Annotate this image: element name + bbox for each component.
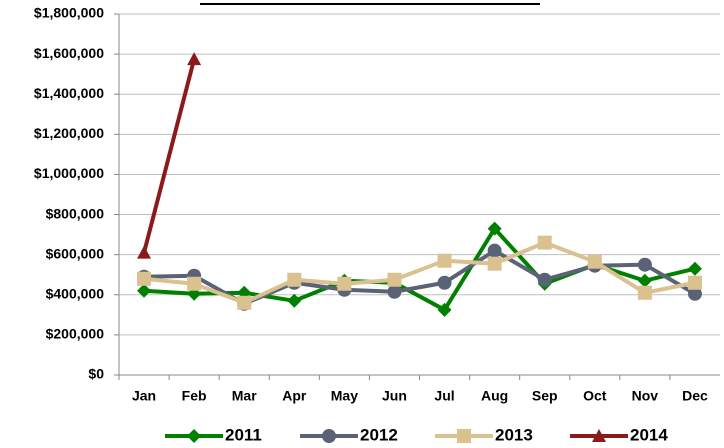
marker [592, 429, 606, 442]
marker [337, 276, 352, 291]
marker [137, 245, 152, 259]
y-tick-label: $800,000 [46, 205, 105, 221]
marker [237, 295, 252, 310]
marker [487, 243, 502, 258]
marker [687, 286, 702, 301]
y-tick-label: $0 [88, 366, 104, 382]
legend-label: 2012 [360, 425, 398, 444]
x-tick-label: Feb [182, 388, 207, 404]
marker [687, 275, 702, 290]
legend-label: 2013 [495, 425, 533, 444]
marker [137, 271, 152, 286]
x-tick-label: Dec [682, 388, 708, 404]
y-tick-label: $1,400,000 [34, 85, 104, 101]
y-tick-label: $600,000 [46, 245, 105, 261]
marker [322, 429, 336, 443]
marker [387, 272, 402, 287]
marker [437, 302, 452, 317]
marker [437, 253, 452, 268]
marker [187, 276, 202, 291]
y-tick-label: $400,000 [46, 285, 105, 301]
legend-label: 2011 [225, 425, 262, 444]
x-tick-label: Apr [282, 388, 307, 404]
x-tick-label: Jun [382, 388, 407, 404]
marker [537, 272, 552, 287]
y-tick-label: $1,600,000 [34, 45, 104, 61]
y-tick-label: $1,200,000 [34, 125, 104, 141]
marker [387, 284, 402, 299]
series-line [142, 58, 197, 254]
marker [537, 235, 552, 250]
marker [587, 254, 602, 269]
marker [437, 275, 452, 290]
x-tick-label: Mar [232, 388, 257, 404]
marker [637, 257, 652, 272]
marker [137, 283, 152, 298]
marker [287, 293, 302, 308]
marker [637, 285, 652, 300]
series-line [143, 240, 696, 305]
marker [637, 273, 652, 288]
y-tick-label: $200,000 [46, 326, 105, 342]
marker [487, 221, 502, 236]
x-tick-label: Nov [632, 388, 659, 404]
legend-label: 2014 [630, 425, 668, 444]
marker [187, 52, 202, 66]
x-tick-label: Aug [481, 388, 508, 404]
x-tick-label: Jan [132, 388, 156, 404]
y-tick-label: $1,000,000 [34, 165, 104, 181]
x-tick-label: Oct [583, 388, 607, 404]
x-tick-label: Sep [532, 388, 558, 404]
y-tick-label: $1,800,000 [34, 5, 104, 21]
x-tick-label: May [331, 388, 358, 404]
marker [187, 429, 201, 443]
marker [287, 272, 302, 287]
x-tick-label: Jul [434, 388, 454, 404]
marker [687, 261, 702, 276]
marker [487, 256, 502, 271]
marker [457, 429, 471, 443]
